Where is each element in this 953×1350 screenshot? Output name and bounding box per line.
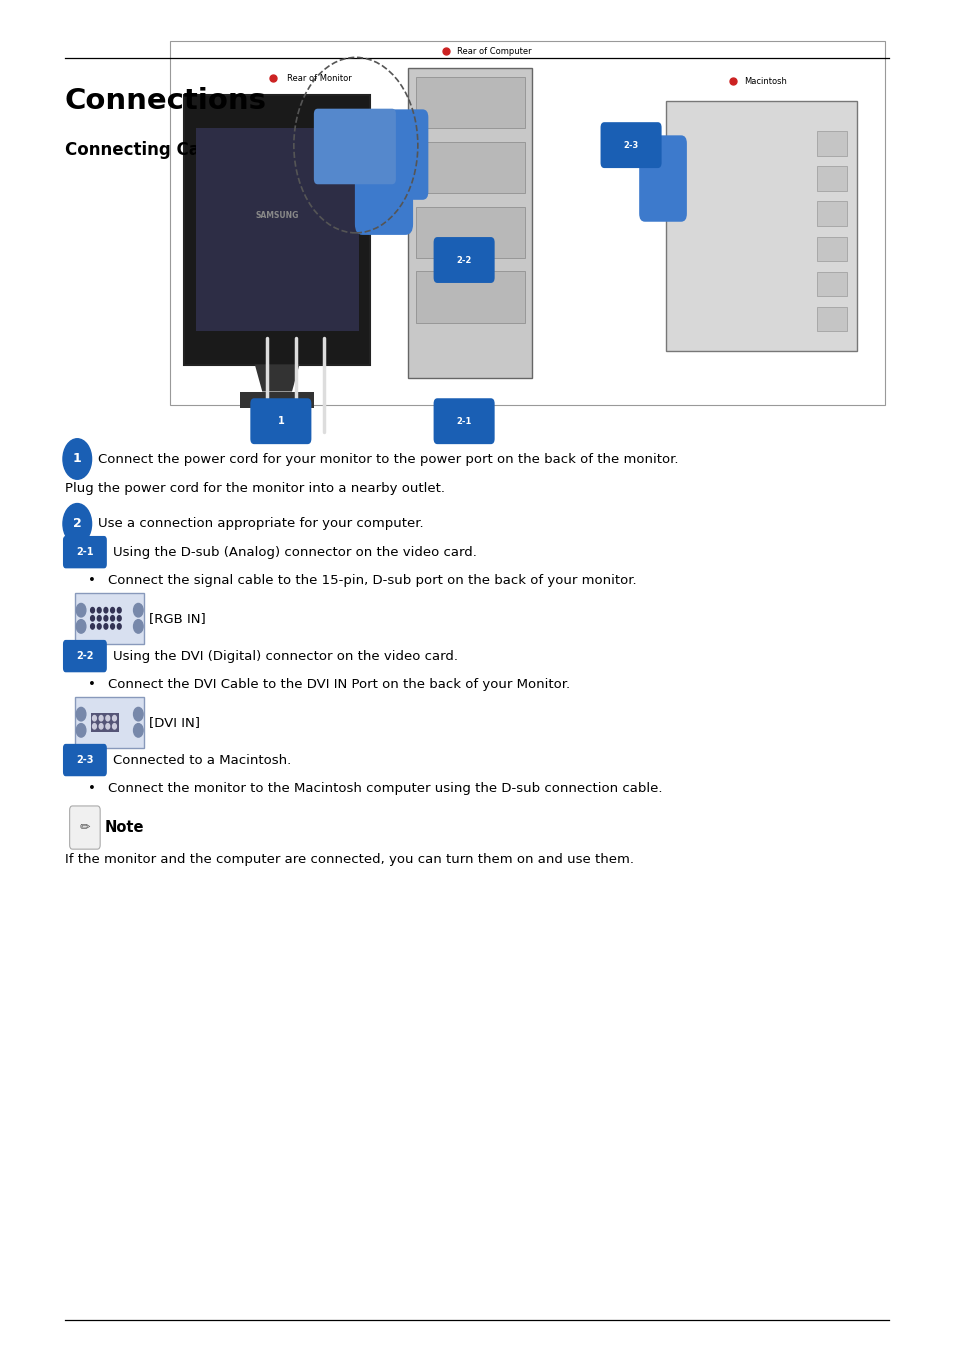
Text: 1: 1 [72, 452, 82, 466]
Circle shape [117, 624, 121, 629]
FancyBboxPatch shape [355, 132, 413, 235]
Circle shape [104, 608, 108, 613]
FancyBboxPatch shape [665, 101, 856, 351]
Circle shape [133, 707, 143, 721]
Text: Using the DVI (Digital) connector on the video card.: Using the DVI (Digital) connector on the… [112, 649, 457, 663]
FancyBboxPatch shape [91, 713, 119, 732]
FancyBboxPatch shape [816, 236, 846, 261]
Text: Use a connection appropriate for your computer.: Use a connection appropriate for your co… [98, 517, 423, 531]
FancyBboxPatch shape [416, 207, 524, 258]
Text: 2-1: 2-1 [76, 547, 93, 558]
Text: [DVI IN]: [DVI IN] [149, 716, 199, 729]
FancyBboxPatch shape [314, 109, 395, 185]
Text: Connecting Cables: Connecting Cables [65, 142, 238, 159]
Text: 2-2: 2-2 [76, 651, 93, 661]
Text: Macintosh: Macintosh [743, 77, 786, 85]
Text: Connected to a Macintosh.: Connected to a Macintosh. [112, 753, 291, 767]
Text: 2-2: 2-2 [456, 255, 472, 265]
FancyBboxPatch shape [639, 135, 686, 221]
Text: Connect the DVI Cable to the DVI IN Port on the back of your Monitor.: Connect the DVI Cable to the DVI IN Port… [108, 678, 569, 691]
FancyBboxPatch shape [600, 123, 661, 169]
FancyBboxPatch shape [170, 40, 884, 405]
Text: 2-1: 2-1 [456, 417, 472, 425]
Circle shape [117, 608, 121, 613]
FancyBboxPatch shape [433, 238, 494, 284]
Text: Rear of Monitor: Rear of Monitor [287, 74, 351, 82]
Circle shape [63, 504, 91, 544]
Text: Using the D‑sub (Analog) connector on the video card.: Using the D‑sub (Analog) connector on th… [112, 545, 476, 559]
Circle shape [133, 620, 143, 633]
FancyBboxPatch shape [816, 201, 846, 225]
FancyBboxPatch shape [816, 271, 846, 296]
Circle shape [133, 724, 143, 737]
Circle shape [63, 439, 91, 479]
Text: Connect the power cord for your monitor to the power port on the back of the mon: Connect the power cord for your monitor … [98, 452, 678, 466]
FancyBboxPatch shape [75, 593, 144, 644]
FancyBboxPatch shape [250, 398, 311, 444]
Circle shape [99, 724, 103, 729]
Circle shape [104, 616, 108, 621]
Circle shape [91, 616, 94, 621]
Circle shape [112, 724, 116, 729]
FancyBboxPatch shape [416, 77, 524, 128]
FancyBboxPatch shape [816, 166, 846, 190]
FancyBboxPatch shape [63, 640, 107, 672]
Circle shape [76, 707, 86, 721]
FancyBboxPatch shape [240, 392, 314, 408]
Circle shape [112, 716, 116, 721]
Text: 2: 2 [72, 517, 82, 531]
Text: •: • [88, 574, 95, 587]
Circle shape [111, 608, 114, 613]
Circle shape [97, 616, 101, 621]
FancyBboxPatch shape [416, 271, 524, 323]
FancyBboxPatch shape [816, 306, 846, 331]
FancyBboxPatch shape [75, 697, 144, 748]
Circle shape [117, 616, 121, 621]
Circle shape [104, 624, 108, 629]
Circle shape [91, 624, 94, 629]
FancyBboxPatch shape [63, 744, 107, 776]
Circle shape [97, 608, 101, 613]
FancyBboxPatch shape [195, 128, 358, 331]
Circle shape [92, 724, 96, 729]
Circle shape [97, 624, 101, 629]
Circle shape [99, 716, 103, 721]
FancyBboxPatch shape [63, 536, 107, 568]
Circle shape [106, 716, 110, 721]
Text: Connections: Connections [65, 86, 267, 115]
Circle shape [76, 724, 86, 737]
Circle shape [76, 603, 86, 617]
Text: •: • [88, 782, 95, 795]
FancyBboxPatch shape [184, 95, 370, 364]
Circle shape [76, 620, 86, 633]
FancyBboxPatch shape [408, 68, 532, 378]
Text: Plug the power cord for the monitor into a nearby outlet.: Plug the power cord for the monitor into… [65, 482, 444, 495]
Text: If the monitor and the computer are connected, you can turn them on and use them: If the monitor and the computer are conn… [65, 853, 633, 867]
Text: Note: Note [105, 819, 144, 836]
Text: •: • [88, 678, 95, 691]
Text: 2-3: 2-3 [623, 140, 638, 150]
FancyBboxPatch shape [433, 398, 494, 444]
Text: [RGB IN]: [RGB IN] [149, 612, 205, 625]
Text: Connect the signal cable to the 15-pin, D-sub port on the back of your monitor.: Connect the signal cable to the 15-pin, … [108, 574, 636, 587]
Circle shape [111, 624, 114, 629]
Circle shape [111, 616, 114, 621]
Text: ✏: ✏ [79, 821, 91, 834]
Text: 1: 1 [277, 416, 284, 427]
FancyBboxPatch shape [70, 806, 100, 849]
FancyBboxPatch shape [378, 109, 428, 200]
Circle shape [106, 724, 110, 729]
Text: Rear of Computer: Rear of Computer [456, 47, 531, 55]
Polygon shape [254, 364, 299, 391]
Text: 2-3: 2-3 [76, 755, 93, 765]
FancyBboxPatch shape [416, 142, 524, 193]
Text: Connect the monitor to the Macintosh computer using the D-sub connection cable.: Connect the monitor to the Macintosh com… [108, 782, 661, 795]
Circle shape [133, 603, 143, 617]
Circle shape [92, 716, 96, 721]
FancyBboxPatch shape [816, 131, 846, 155]
Text: SAMSUNG: SAMSUNG [255, 212, 298, 220]
Circle shape [91, 608, 94, 613]
